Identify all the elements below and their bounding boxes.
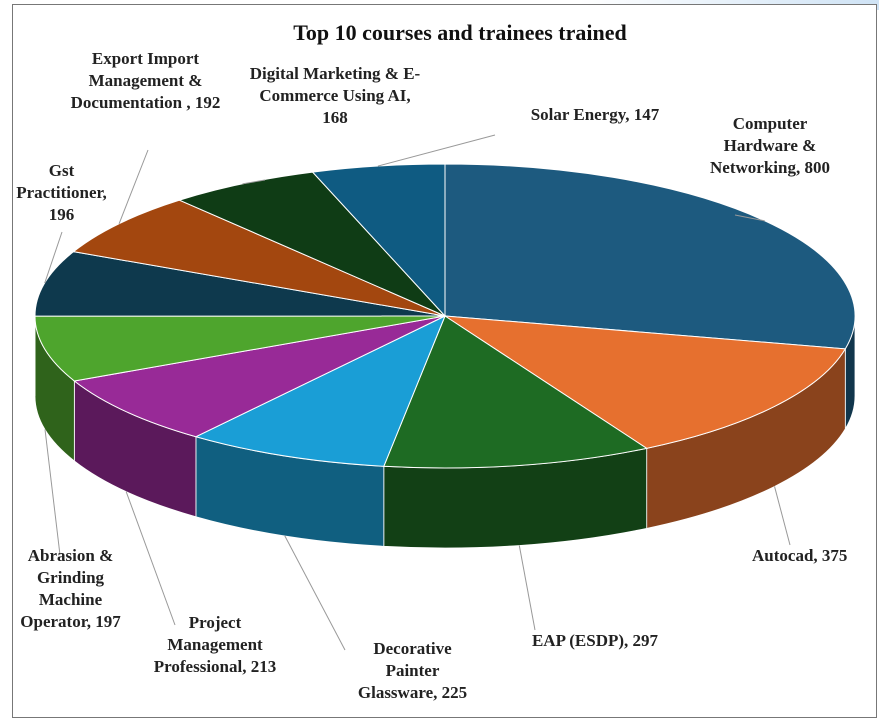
- slice: [34, 315, 446, 382]
- data-label: Export Import Management & Documentation…: [70, 49, 221, 112]
- data-label: Computer Hardware & Networking, 800: [710, 114, 830, 177]
- leader-line: [242, 179, 266, 185]
- data-label: Project Management Professional, 213: [153, 613, 277, 676]
- data-label: Abrasion & Grinding Machine Operator, 19…: [20, 546, 121, 631]
- data-label: Autocad, 375: [752, 546, 848, 565]
- leader-line: [44, 231, 63, 284]
- data-label: Digital Marketing & E-Commerce Using AI,…: [249, 64, 421, 127]
- slice: [444, 163, 856, 350]
- chart-title: Top 10 courses and trainees trained: [293, 20, 627, 45]
- slice: [383, 315, 648, 469]
- slice: [311, 163, 446, 318]
- leader-line: [125, 491, 176, 626]
- slice: [73, 315, 446, 438]
- leader-line: [377, 134, 496, 167]
- data-label: Decorative Painter Glassware, 225: [357, 639, 468, 702]
- data-label: Gst Practitioner, 196: [16, 161, 107, 224]
- leader-line: [734, 214, 765, 222]
- slice: [194, 314, 446, 467]
- data-label: Solar Energy, 147: [530, 105, 660, 124]
- leader-line: [118, 149, 149, 224]
- slice: [178, 171, 446, 317]
- leader-line: [44, 429, 61, 556]
- leader-line: [284, 535, 346, 651]
- leader-line: [774, 486, 791, 546]
- slice: [444, 315, 847, 449]
- data-label: EAP (ESDP), 297: [531, 631, 659, 650]
- leader-line: [518, 545, 536, 631]
